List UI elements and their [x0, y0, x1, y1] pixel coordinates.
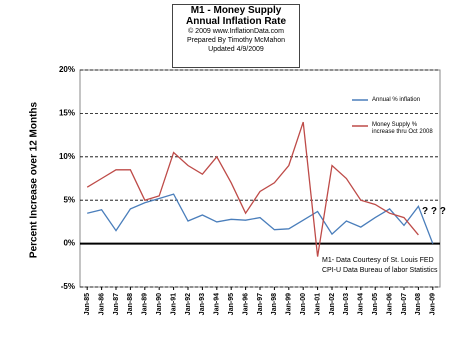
- x-tick-label: Jan-85: [84, 293, 91, 315]
- x-tick-label: Jan-06: [386, 293, 393, 315]
- x-tick-label: Jan-87: [113, 293, 120, 315]
- x-tick-label: Jan-96: [242, 293, 249, 315]
- annotation: M1- Data Courtesy of St. Louis FED: [322, 257, 434, 264]
- x-tick-label: Jan-07: [401, 293, 408, 315]
- x-tick-label: Jan-08: [415, 293, 422, 315]
- x-tick-label: Jan-99: [286, 293, 293, 315]
- credit: Prepared By Timothy McMahon: [186, 37, 286, 44]
- x-tick-label: Jan-93: [199, 293, 206, 315]
- title-box: M1 - Money Supply Annual Inflation Rate …: [172, 4, 300, 68]
- series-line: [87, 193, 434, 244]
- x-tick-label: Jan-09: [430, 293, 437, 315]
- annotation: ? ? ?: [422, 206, 446, 217]
- legend-label: Money Supply % increase thru Oct 2008: [372, 122, 433, 135]
- chart-subtitle: Annual Inflation Rate: [186, 16, 286, 27]
- y-tick-label: 5%: [63, 195, 75, 204]
- x-tick-label: Jan-92: [185, 293, 192, 315]
- x-tick-label: Jan-94: [214, 293, 221, 315]
- x-tick-label: Jan-00: [300, 293, 307, 315]
- y-tick-label: 0%: [63, 239, 75, 248]
- plot-area: [79, 69, 441, 288]
- y-axis-title: Percent Increase over 12 Months: [29, 101, 40, 258]
- x-tick-label: Jan-95: [228, 293, 235, 315]
- y-tick-label: -5%: [61, 282, 75, 291]
- x-tick-label: Jan-97: [257, 293, 264, 315]
- x-tick-label: Jan-98: [271, 293, 278, 315]
- x-tick-label: Jan-05: [372, 293, 379, 315]
- y-tick-label: 15%: [59, 109, 75, 118]
- chart-title: M1 - Money Supply: [190, 5, 282, 16]
- x-tick-label: Jan-91: [170, 293, 177, 315]
- x-tick-label: Jan-88: [127, 293, 134, 315]
- series-line: [86, 121, 419, 257]
- x-tick-label: Jan-04: [358, 293, 365, 315]
- annotation: CPI-U Data Bureau of labor Statistics: [322, 267, 438, 274]
- x-tick-label: Jan-02: [329, 293, 336, 315]
- x-tick-label: Jan-89: [142, 293, 149, 315]
- x-tick-label: Jan-03: [343, 293, 350, 315]
- legend-label: Annual % inflation: [372, 97, 421, 103]
- x-tick-label: Jan-90: [156, 293, 163, 315]
- y-tick-label: 10%: [59, 152, 75, 161]
- x-tick-label: Jan-01: [314, 293, 321, 315]
- credit: Updated 4/9/2009: [208, 46, 264, 53]
- credit: © 2009 www.InflationData.com: [188, 28, 284, 35]
- x-tick-label: Jan-86: [98, 293, 105, 315]
- y-tick-label: 20%: [59, 65, 75, 74]
